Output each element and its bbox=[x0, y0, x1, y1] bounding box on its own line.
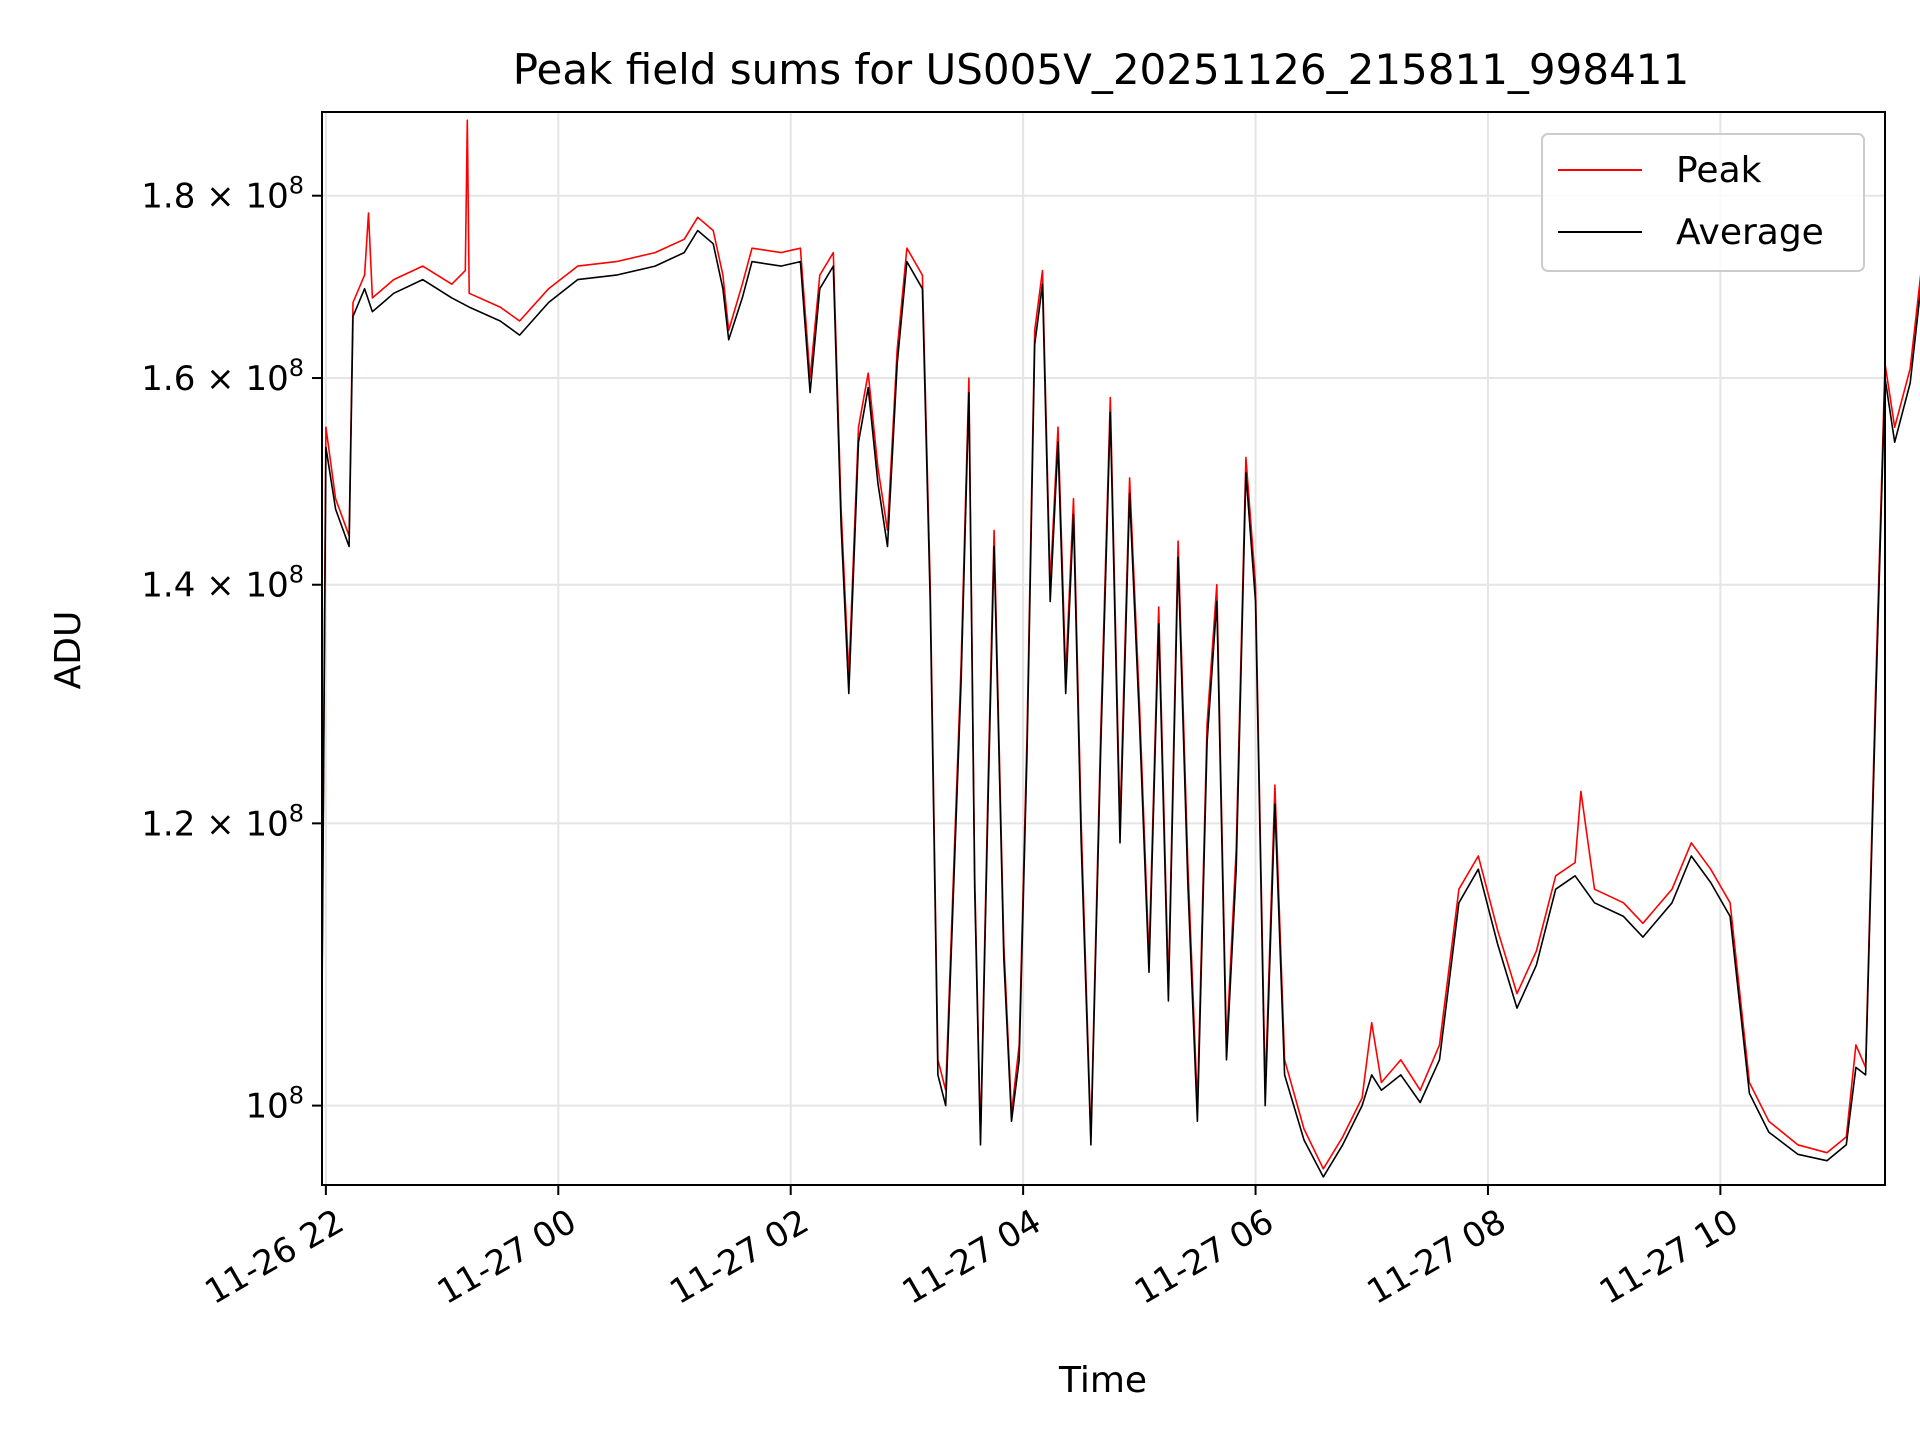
y-tick-label: 1.6 × 108 bbox=[141, 354, 304, 399]
series-layer bbox=[321, 119, 1920, 1178]
legend: Peak Average bbox=[1541, 133, 1865, 272]
y-axis: 108 1.2 × 108 1.4 × 108 1.6 × 108 1.8 × 108 bbox=[141, 172, 322, 1127]
y-tick-label: 1.4 × 108 bbox=[141, 561, 304, 606]
chart-title: Peak field sums for US005V_20251126_2158… bbox=[513, 45, 1690, 94]
legend-box bbox=[1541, 133, 1865, 272]
grid bbox=[322, 112, 1885, 1185]
y-tick-label: 1.8 × 108 bbox=[141, 172, 304, 217]
plot-frame bbox=[321, 111, 1886, 1186]
x-axis-label: Time bbox=[1058, 1360, 1147, 1401]
series-line-average bbox=[321, 229, 1920, 1178]
y-tick-label: 108 bbox=[245, 1082, 304, 1127]
y-tick-label: 1.2 × 108 bbox=[141, 799, 304, 844]
legend-label-average: Average bbox=[1676, 212, 1824, 253]
y-axis-label: ADU bbox=[48, 611, 89, 690]
legend-label-peak: Peak bbox=[1676, 150, 1762, 191]
